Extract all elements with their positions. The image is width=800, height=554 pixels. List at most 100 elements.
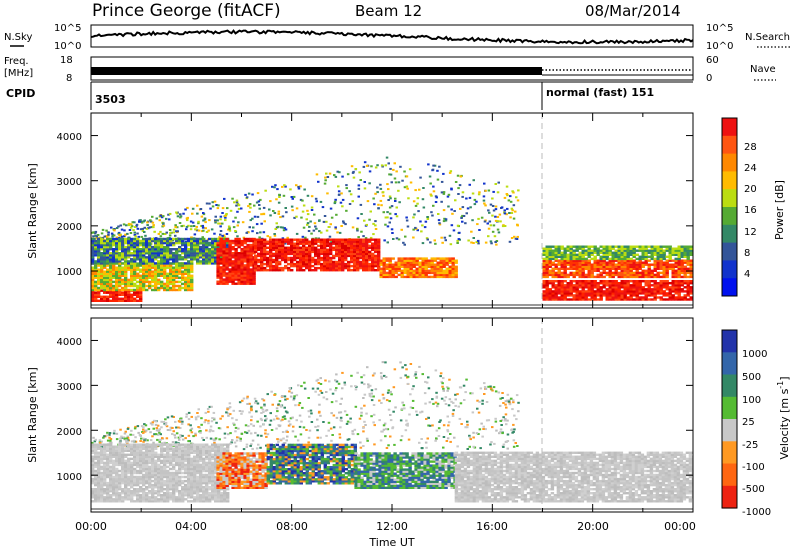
heatmap-cell bbox=[674, 265, 678, 268]
heatmap-cell bbox=[202, 245, 206, 249]
heatmap-cell bbox=[569, 294, 573, 297]
heatmap-cell bbox=[560, 271, 564, 275]
scatter-cell bbox=[514, 237, 518, 240]
heatmap-cell bbox=[368, 252, 372, 256]
heatmap-cell bbox=[680, 249, 684, 252]
scatter-cell bbox=[292, 195, 296, 198]
heatmap-cell bbox=[656, 255, 660, 258]
heatmap-cell bbox=[554, 284, 558, 287]
heatmap-cell bbox=[632, 251, 636, 254]
heatmap-cell bbox=[635, 269, 639, 272]
scatter-cell bbox=[143, 231, 146, 233]
heatmap-cell bbox=[635, 290, 639, 293]
scatter-cell bbox=[438, 165, 441, 168]
scatter-cell bbox=[322, 396, 326, 399]
scatter-cell bbox=[301, 210, 305, 213]
heatmap-cell bbox=[635, 284, 639, 287]
heatmap-cell bbox=[172, 254, 176, 257]
heatmap-cell bbox=[243, 241, 247, 245]
heatmap-cell bbox=[427, 269, 431, 272]
scatter-cell bbox=[160, 420, 163, 423]
scatter-cell bbox=[464, 222, 467, 225]
heatmap-cell bbox=[448, 265, 452, 268]
heatmap-cell bbox=[175, 272, 179, 275]
heatmap-cell bbox=[335, 252, 339, 256]
heatmap-cell bbox=[278, 244, 282, 247]
heatmap-cell bbox=[371, 238, 375, 241]
scatter-cell bbox=[505, 213, 508, 216]
heatmap-cell bbox=[109, 278, 113, 282]
heatmap-cell bbox=[656, 249, 660, 252]
heatmap-cell bbox=[548, 280, 552, 283]
heatmap-cell bbox=[163, 282, 167, 286]
scatter-cell bbox=[398, 201, 401, 204]
heatmap-cell bbox=[388, 259, 392, 262]
freq-label: Freq. bbox=[4, 56, 29, 67]
scatter-cell bbox=[239, 439, 242, 442]
heatmap-cell bbox=[617, 255, 621, 258]
scatter-cell bbox=[232, 422, 235, 425]
scatter-cell bbox=[393, 443, 396, 446]
heatmap-cell bbox=[139, 252, 143, 255]
heatmap-cell bbox=[243, 254, 247, 257]
heatmap-cell bbox=[400, 261, 404, 264]
heatmap-cell bbox=[347, 238, 351, 241]
scatter-cell bbox=[477, 433, 480, 435]
heatmap-cell bbox=[566, 273, 570, 277]
heatmap-cell bbox=[91, 254, 95, 257]
heatmap-cell bbox=[350, 269, 354, 272]
heatmap-cell bbox=[632, 288, 636, 291]
heatmap-cell bbox=[228, 274, 232, 277]
heatmap-cell bbox=[680, 290, 684, 293]
heatmap-cell bbox=[284, 266, 288, 270]
heatmap-cell bbox=[433, 265, 437, 268]
heatmap-cell bbox=[439, 275, 443, 279]
heatmap-cell bbox=[127, 250, 131, 253]
heatmap-cell bbox=[211, 237, 215, 241]
heatmap-cell bbox=[169, 241, 173, 245]
heatmap-cell bbox=[100, 284, 104, 288]
heatmap-cell bbox=[237, 260, 241, 263]
heatmap-cell bbox=[644, 290, 648, 293]
heatmap-cell bbox=[590, 288, 594, 291]
scatter-cell bbox=[435, 429, 439, 432]
heatmap-cell bbox=[445, 263, 449, 266]
scatter-cell bbox=[147, 428, 151, 431]
heatmap-cell bbox=[133, 248, 137, 251]
heatmap-cell bbox=[347, 248, 351, 251]
scatter-cell bbox=[390, 181, 393, 184]
heatmap-cell bbox=[181, 250, 185, 253]
heatmap-cell bbox=[557, 282, 561, 285]
heatmap-cell bbox=[647, 282, 651, 285]
heatmap-cell bbox=[287, 256, 291, 260]
heatmap-cell bbox=[320, 262, 324, 266]
scatter-cell bbox=[106, 434, 109, 437]
heatmap-cell bbox=[266, 256, 270, 260]
scatter-cell bbox=[507, 199, 511, 202]
heatmap-cell bbox=[199, 254, 203, 257]
heatmap-cell bbox=[260, 262, 264, 266]
heatmap-cell bbox=[151, 284, 155, 288]
heatmap-cell bbox=[451, 269, 455, 272]
heatmap-cell bbox=[593, 247, 597, 250]
heatmap-cell bbox=[202, 237, 206, 241]
heatmap-cell bbox=[222, 272, 226, 275]
heatmap-cell bbox=[112, 256, 116, 259]
heatmap-cell bbox=[409, 263, 413, 266]
heatmap-cell bbox=[644, 288, 648, 291]
heatmap-cell bbox=[421, 263, 425, 266]
heatmap-cell bbox=[260, 258, 264, 262]
heatmap-cell bbox=[97, 286, 101, 290]
heatmap-cell bbox=[659, 257, 663, 261]
scatter-cell bbox=[314, 390, 317, 393]
heatmap-cell bbox=[689, 253, 693, 256]
heatmap-cell bbox=[216, 272, 220, 275]
heatmap-cell bbox=[151, 250, 155, 253]
heatmap-cell bbox=[596, 253, 600, 256]
heatmap-cell bbox=[542, 257, 546, 261]
heatmap-cell bbox=[436, 265, 440, 268]
heatmap-cell bbox=[608, 292, 612, 295]
cpid-label: CPID bbox=[6, 87, 35, 100]
heatmap-cell bbox=[548, 259, 552, 262]
heatmap-cell bbox=[130, 282, 134, 286]
